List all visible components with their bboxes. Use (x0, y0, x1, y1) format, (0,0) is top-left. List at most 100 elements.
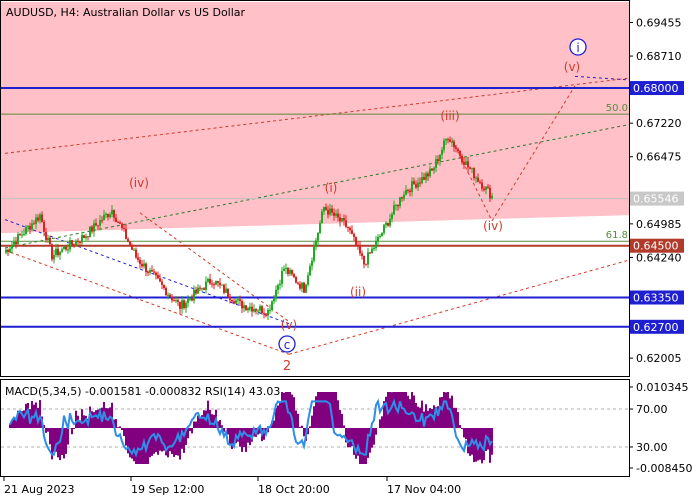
candle-body (425, 173, 427, 180)
candle-body (439, 154, 441, 162)
candle-body (159, 278, 161, 282)
candle-body (379, 236, 381, 238)
candle-body (137, 257, 139, 260)
candle-body (435, 159, 437, 168)
candle-body (329, 208, 331, 215)
candle-body (369, 252, 371, 254)
candle-body (135, 249, 137, 258)
candle-body (153, 271, 155, 273)
candle-body (225, 288, 227, 293)
candle-body (285, 267, 287, 269)
candle-body (121, 223, 123, 228)
fibonacci-label: 61.8 (606, 230, 628, 241)
candle-body (179, 301, 181, 309)
candle-body (277, 285, 279, 290)
candle-body (101, 220, 103, 222)
indicator-panel[interactable]: MACD(5,34,5) -0.001581 -0.000832 RSI(14)… (0, 379, 630, 477)
time-tick-label: 19 Sep 12:00 (131, 483, 204, 496)
candle-body (343, 217, 345, 221)
candle-body (287, 267, 289, 274)
wave-labels: i (v) (iii) (i) (iv) (iv) (ii) (v) c 2 (129, 38, 587, 374)
candle-body (399, 197, 401, 207)
candle-body (263, 313, 265, 315)
candle-body (313, 246, 315, 261)
candle-body (485, 186, 487, 191)
candle-body (173, 300, 175, 302)
candle-body (375, 240, 377, 248)
candle-body (211, 283, 213, 285)
candle-body (193, 289, 195, 301)
candle-body (29, 225, 31, 230)
candle-body (477, 177, 479, 182)
candle-body (253, 309, 255, 312)
candle-body (57, 248, 59, 256)
wave-label: c (284, 338, 291, 352)
wave-label: (iii) (440, 109, 459, 123)
candle-body (75, 240, 77, 246)
candle-body (83, 235, 85, 239)
candle-body (237, 299, 239, 301)
candle-body (201, 288, 203, 290)
candle-body (27, 225, 29, 227)
level-tag (630, 238, 684, 253)
candle-body (295, 276, 297, 283)
time-axis: 21 Aug 2023 19 Sep 12:00 18 Oct 20:00 17 No… (3, 477, 461, 496)
wave-label: (v) (281, 318, 297, 332)
candle-body (17, 234, 19, 245)
candle-body (217, 280, 219, 283)
candle-body (105, 213, 107, 215)
candle-body (377, 236, 379, 241)
candle-body (347, 226, 349, 228)
candle-body (297, 282, 299, 284)
wave-label: i (576, 41, 579, 55)
candle-body (309, 266, 311, 276)
candle-body (487, 186, 489, 188)
candle-body (491, 195, 493, 199)
candle-body (335, 213, 337, 216)
candle-body (331, 208, 333, 213)
indicator-tick-label: 0.010345 (636, 381, 689, 394)
trend-line (4, 249, 290, 355)
price-tick-label: 0.67220 (636, 117, 682, 130)
candle-body (163, 284, 165, 288)
candle-body (21, 234, 23, 236)
candle-body (203, 288, 205, 290)
price-tick-label: 0.64985 (636, 218, 682, 231)
candle-body (401, 197, 403, 199)
candle-body (131, 245, 133, 250)
target-zone (1, 2, 629, 234)
candle-body (73, 244, 75, 246)
candle-body (229, 296, 231, 301)
indicator-tick-label: -0.008450 (636, 462, 692, 475)
wave-label-circle (569, 38, 587, 56)
candle-body (205, 281, 207, 290)
time-tick-label: 17 Nov 04:00 (387, 483, 461, 496)
candle-body (219, 282, 221, 285)
candle-body (257, 310, 259, 312)
candle-body (473, 167, 475, 179)
candle-body (103, 214, 105, 221)
candle-body (171, 296, 173, 301)
candle-body (187, 298, 189, 303)
candle-body (247, 308, 249, 311)
candle-body (413, 181, 415, 185)
candle-body (149, 270, 151, 273)
wave-label: 2 (283, 359, 291, 374)
candle-body (39, 214, 41, 221)
candle-body (169, 294, 171, 297)
candle-body (175, 300, 177, 302)
candle-body (15, 242, 17, 245)
price-panel[interactable]: 50.0 61.8 i (v) (iii) (i) (iv) (iv) (ii) (v) c 2 A… (0, 0, 630, 377)
candle-body (311, 260, 313, 267)
level-tag-label: 0.64500 (633, 240, 679, 253)
price-tick-label: 0.64240 (636, 251, 682, 264)
candle-body (181, 300, 183, 309)
candle-body (403, 194, 405, 199)
level-tag-label: 0.68000 (633, 82, 679, 95)
candle-body (87, 236, 89, 238)
candle-body (233, 301, 235, 304)
candle-body (239, 299, 241, 301)
candle-body (61, 249, 63, 252)
chart-title: AUDUSD, H4: Australian Dollar vs US Doll… (6, 6, 246, 19)
